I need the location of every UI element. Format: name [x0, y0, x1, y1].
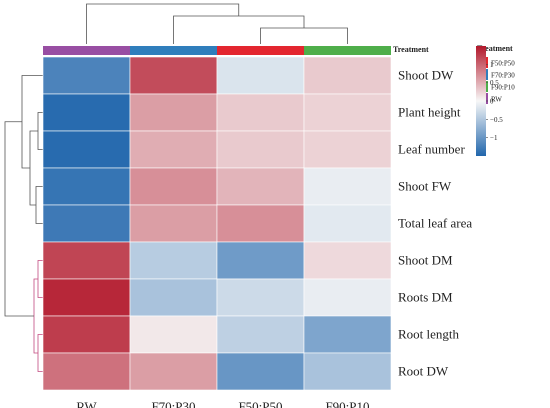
- annotation-track-label: Treatment: [393, 45, 429, 54]
- heatmap-cell: [216, 167, 305, 206]
- heatmap-cell: [42, 93, 131, 132]
- dendrogram-link: [4, 121, 34, 317]
- row-labels: Shoot DW Plant height Leaf number Shoot FW T…: [398, 68, 472, 379]
- heatmap-cell: [303, 278, 392, 317]
- colorbar-tick-label: 0.5: [490, 79, 499, 87]
- heatmap-cell: [129, 315, 218, 354]
- annotation-cell: [130, 46, 217, 55]
- heatmap-cell: [42, 241, 131, 280]
- heatmap-cell: [216, 130, 305, 169]
- heatmap-cell: [303, 167, 392, 206]
- heatmap-cell: [303, 241, 392, 280]
- heatmap-cell: [216, 241, 305, 280]
- heatmap-cell: [303, 130, 392, 169]
- heatmap-cell: [303, 56, 392, 95]
- heatmap-cell: [129, 130, 218, 169]
- heatmap-cell: [216, 93, 305, 132]
- heatmap-cell: [42, 56, 131, 95]
- row-label: Shoot FW: [398, 179, 452, 194]
- column-label: RW: [76, 399, 97, 408]
- legend-entry-label: F70:P30: [491, 72, 515, 80]
- dendrogram-link: [86, 3, 240, 44]
- heatmap-cell: [129, 352, 218, 391]
- heatmap-cell: [303, 204, 392, 243]
- row-label: Root DW: [398, 364, 449, 379]
- heatmap-cell: [42, 167, 131, 206]
- heatmap-cells: [42, 56, 392, 391]
- column-dendrogram: [86, 3, 348, 44]
- legend-title: Treatment: [477, 44, 513, 53]
- row-dendrogram: [4, 75, 43, 372]
- row-label: Roots DM: [398, 290, 453, 305]
- heatmap-cell: [42, 352, 131, 391]
- heatmap-cell: [42, 204, 131, 243]
- column-label: F70:P30: [151, 399, 195, 408]
- row-label: Total leaf area: [398, 216, 472, 231]
- heatmap-cell: [42, 278, 131, 317]
- heatmap-cell: [303, 93, 392, 132]
- heatmap-cell: [303, 352, 392, 391]
- colorbar-tick-label: 1: [490, 61, 494, 69]
- heatmap-cell: [216, 56, 305, 95]
- dendrogram-link: [35, 186, 43, 224]
- legend-entry-label: F50:P50: [491, 60, 515, 68]
- heatmap-cell: [42, 315, 131, 354]
- heatmap-cell: [42, 130, 131, 169]
- heatmap-cell: [129, 204, 218, 243]
- heatmap-cell: [129, 93, 218, 132]
- dendrogram-link: [21, 75, 43, 169]
- dendrogram-link: [37, 112, 43, 150]
- heatmap-cell: [129, 278, 218, 317]
- annotation-cell: [304, 46, 391, 55]
- colorbar-tick-label: 0: [490, 98, 494, 106]
- column-labels: RW F70:P30 F50:P50 F90:P10: [76, 399, 369, 408]
- colorbar-gradient: [476, 46, 486, 156]
- row-label: Plant height: [398, 105, 461, 120]
- heatmap-cell: [216, 204, 305, 243]
- treatment-annotation-track: [43, 46, 391, 55]
- heatmap-cell: [129, 56, 218, 95]
- column-label: F90:P10: [325, 399, 369, 408]
- legend-entry-label: F90:P10: [491, 84, 515, 92]
- dendrogram-link: [29, 130, 38, 206]
- dendrogram-link: [37, 260, 43, 298]
- colorbar-tick-label: −0.5: [490, 116, 503, 124]
- dendrogram-link: [260, 27, 348, 44]
- heatmap-cell: [129, 241, 218, 280]
- row-label: Root length: [398, 327, 460, 342]
- dendrogram-link: [173, 15, 305, 44]
- heatmap-cell: [303, 315, 392, 354]
- heatmap-cell: [129, 167, 218, 206]
- heatmap-cell: [216, 315, 305, 354]
- row-label: Shoot DW: [398, 68, 454, 83]
- heatmap-cell: [216, 278, 305, 317]
- column-label: F50:P50: [238, 399, 282, 408]
- legend-entry-label: RW: [491, 96, 502, 104]
- heatmap-cell: [216, 352, 305, 391]
- dendrogram-link: [37, 334, 43, 372]
- colorbar-tick-label: −1: [490, 134, 498, 142]
- color-scale-bar: 1 0.5 0 −0.5 −1: [476, 46, 503, 156]
- row-label: Shoot DM: [398, 253, 453, 268]
- row-label: Leaf number: [398, 142, 465, 157]
- annotation-cell: [43, 46, 130, 55]
- annotation-cell: [217, 46, 304, 55]
- dendrogram-link: [33, 278, 38, 354]
